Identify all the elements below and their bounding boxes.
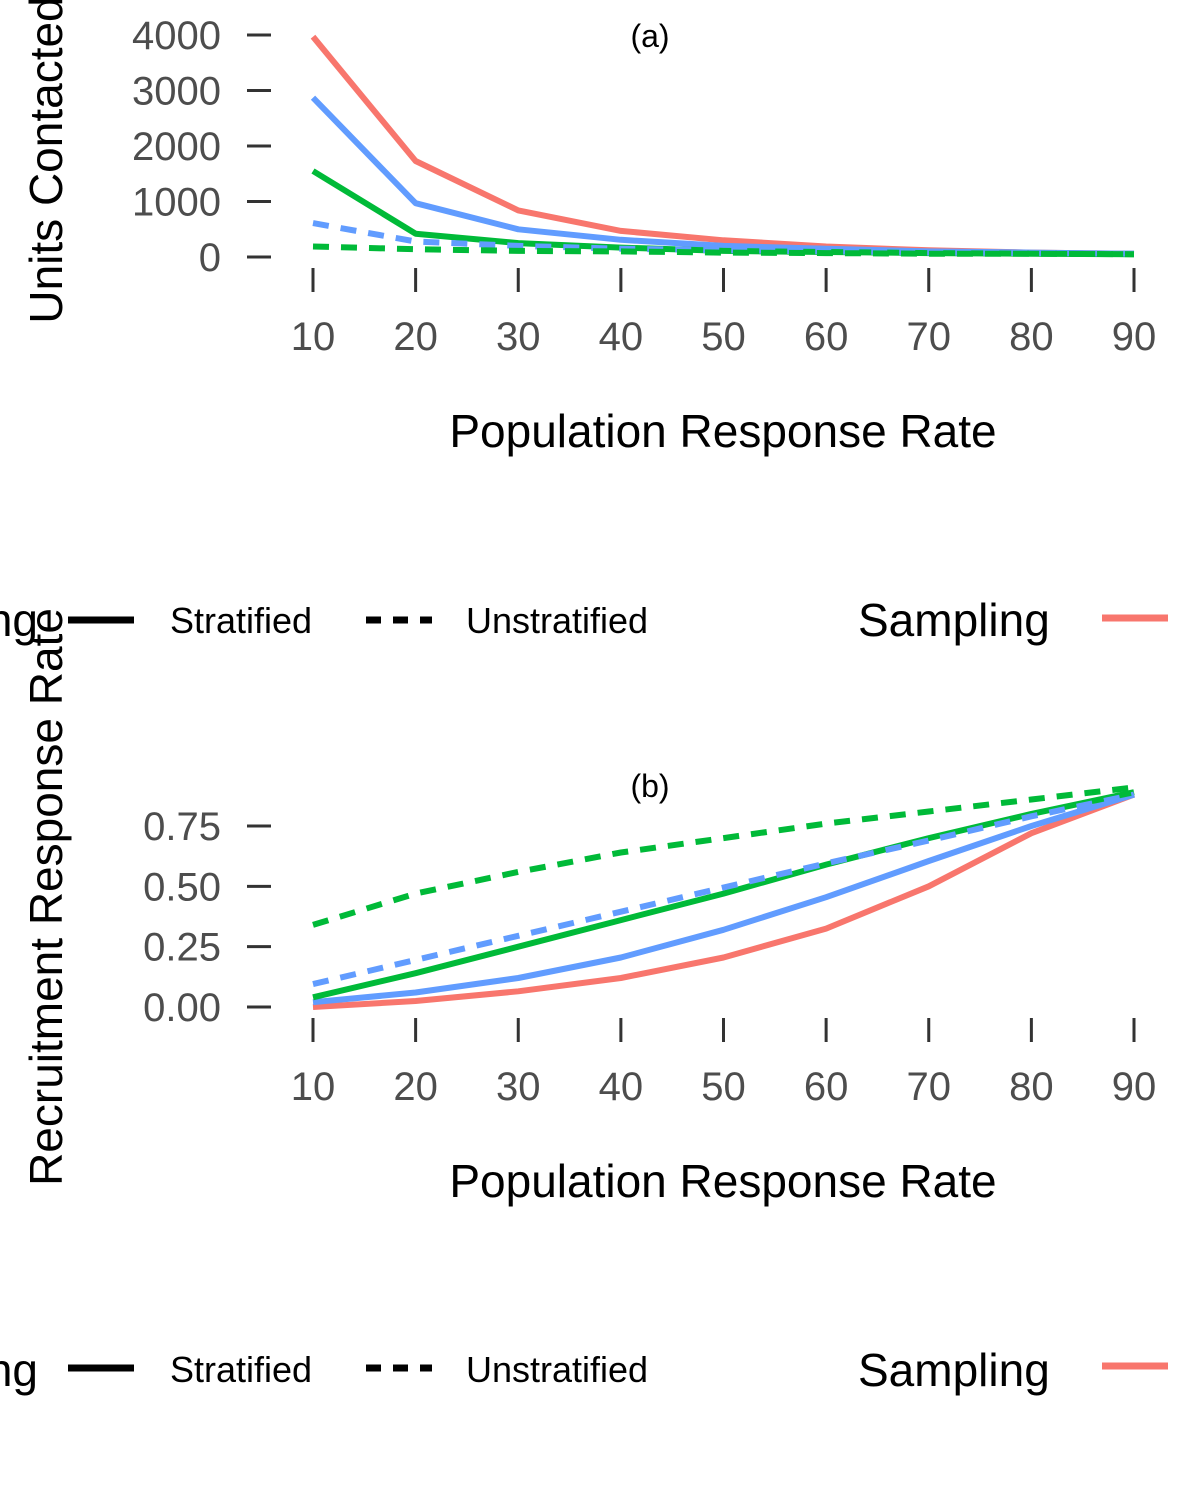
x-tick-label: 30 (496, 1065, 541, 1109)
x-tick-label: 80 (1009, 315, 1054, 359)
y-tick-label: 1000 (132, 181, 221, 225)
series-line-solid (312, 791, 1136, 1010)
series-line-dashed (312, 243, 1135, 258)
x-axis-title: Population Response Rate (449, 405, 996, 457)
y-axis-title: Units Contacted (20, 0, 72, 324)
y-axis: 0.00 0.25 0.50 0.75 (143, 805, 271, 1030)
x-tick-label: 90 (1112, 315, 1157, 359)
panel-a: Units Contacted (a) 0 1000 2000 3000 4000 10… (0, 0, 1168, 646)
legend-label-unstratified: Unstratified (466, 1349, 648, 1390)
x-tick-label: 60 (804, 1065, 849, 1109)
x-tick-label: 60 (804, 315, 849, 359)
x-tick-label: 50 (701, 315, 746, 359)
series-line-dashed (312, 791, 1135, 988)
plot-area (310, 34, 1135, 258)
panel-b: Recruitment Response Rate (b) 0.000.250.… (0, 608, 1168, 1396)
y-axis: 0 1000 2000 3000 4000 (132, 14, 271, 280)
x-axis-title: Population Response Rate (449, 1155, 996, 1207)
x-axis: 10 20 30 40 50 60 70 80 90 (291, 268, 1157, 359)
y-tick-label: 2000 (132, 125, 221, 169)
panel-label: (a) (630, 18, 669, 54)
y-tick-label: 3000 (132, 70, 221, 114)
legend: Sampling Stratified Unstratified Samplin… (0, 594, 1168, 646)
y-tick-label: 0 (199, 236, 221, 280)
x-tick-label: 10 (291, 315, 336, 359)
series-line-solid (312, 789, 1135, 1001)
legend-label-unstratified: Unstratified (466, 600, 648, 641)
y-tick-label: 4000 (132, 14, 221, 58)
y-tick-label: 0.50 (143, 865, 221, 909)
x-tick-label: 70 (907, 1065, 952, 1109)
legend-label-stratified: Stratified (170, 1349, 312, 1390)
legend-title-color: Sampling (858, 1344, 1050, 1396)
x-tick-label: 90 (1112, 1065, 1157, 1109)
y-tick-label: 0.25 (143, 926, 221, 970)
x-tick-label: 30 (496, 315, 541, 359)
plot-area (312, 784, 1136, 1010)
series-line-solid (312, 791, 1135, 1006)
legend-label-stratified: Stratified (170, 600, 312, 641)
x-tick-label: 40 (599, 315, 644, 359)
y-tick-label: 0.00 (143, 986, 221, 1030)
series-line-solid (310, 34, 1135, 257)
legend-title-clipped: Sampling (0, 594, 38, 646)
legend-title-clipped: Sampling (0, 1344, 38, 1396)
legend-title-color: Sampling (858, 594, 1050, 646)
x-tick-label: 70 (907, 315, 952, 359)
x-tick-label: 10 (291, 1065, 336, 1109)
panel-label: (b) (630, 768, 669, 804)
x-tick-label: 80 (1009, 1065, 1054, 1109)
y-tick-label: 0.75 (143, 805, 221, 849)
y-axis-title: Recruitment Response Rate (20, 608, 72, 1186)
x-tick-label: 40 (599, 1065, 644, 1109)
series-line-solid (310, 95, 1135, 257)
x-tick-label: 20 (393, 315, 438, 359)
x-tick-label: 50 (701, 1065, 746, 1109)
series-line-dashed (312, 784, 1135, 928)
legend: Sampling Stratified Unstratified Samplin… (0, 1344, 1168, 1396)
x-tick-label: 20 (393, 1065, 438, 1109)
x-axis: 10 20 30 40 50 60 70 80 90 (291, 1018, 1157, 1109)
